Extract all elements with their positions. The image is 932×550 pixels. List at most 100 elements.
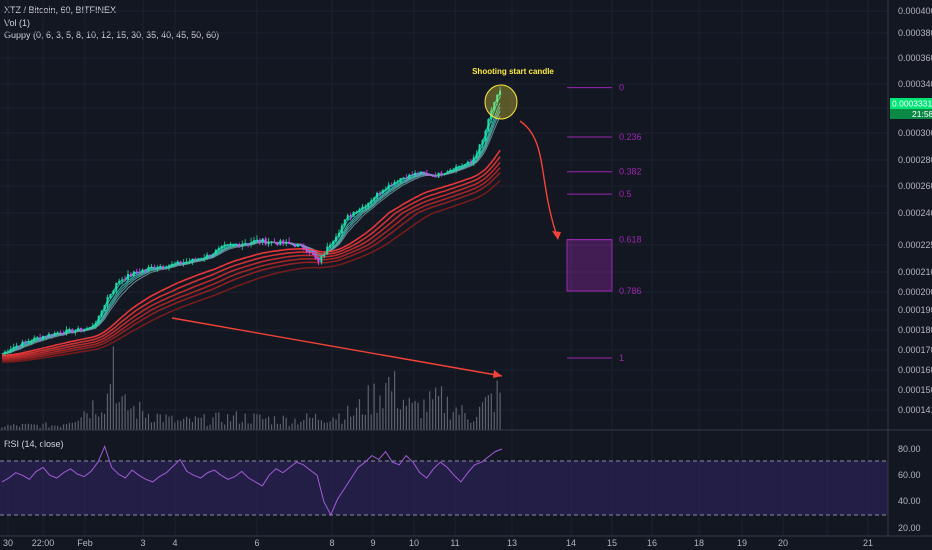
time-tick-label: 13	[507, 538, 517, 548]
candle-body	[370, 200, 373, 203]
candle-body	[367, 202, 370, 207]
highlight-circle	[484, 84, 518, 120]
volume-bar	[130, 408, 132, 430]
candle-body	[428, 173, 431, 176]
volume-bar	[291, 423, 293, 430]
candle-body	[466, 161, 469, 165]
rsi-legend[interactable]: RSI (14, close)	[4, 439, 64, 449]
volume-bar	[115, 403, 117, 430]
candle-body	[3, 351, 6, 355]
volume-bar	[300, 421, 302, 430]
volume-bar	[476, 416, 478, 430]
volume-bar	[350, 416, 352, 430]
candle-body	[499, 90, 502, 95]
volume-bar	[33, 424, 35, 430]
candle-body	[402, 177, 405, 179]
volume-bar	[221, 421, 223, 430]
time-tick-label: 16	[647, 538, 657, 548]
volume-bar	[121, 396, 123, 430]
candle-body	[91, 325, 94, 328]
volume-bar	[177, 420, 179, 430]
candle-body	[496, 94, 499, 103]
candle-body	[62, 333, 65, 335]
volume-bar	[344, 419, 346, 430]
candle-body	[132, 271, 135, 276]
time-tick-label: 9	[370, 538, 375, 548]
volume-bar	[191, 421, 194, 430]
symbol-legend[interactable]: XTZ / Bitcoin, 60, BITFINEX	[4, 5, 117, 15]
candle-body	[203, 257, 206, 259]
volume-bar	[60, 427, 62, 430]
volume-bar	[39, 427, 41, 430]
candle-body	[455, 166, 458, 170]
volume-bar	[36, 424, 38, 430]
candle-body	[85, 328, 88, 330]
volume-bar	[335, 419, 337, 430]
candle-body	[165, 267, 168, 269]
fib-level-label: 0	[619, 83, 624, 93]
candle-body	[431, 175, 434, 177]
candle-body	[408, 174, 411, 179]
candle-body	[197, 258, 200, 260]
candle-body	[247, 243, 250, 245]
grid-lines	[0, 0, 888, 536]
candle-body	[206, 254, 209, 258]
rsi-axis: 80.00 60.00 40.00 20.00	[898, 444, 921, 533]
volume-bar	[452, 411, 454, 430]
trend-arrow-head	[493, 370, 502, 378]
volume-bar	[306, 413, 308, 430]
candle-body	[124, 279, 127, 281]
candle-body	[314, 253, 317, 258]
candle-body	[282, 240, 285, 244]
volume-bar	[42, 423, 44, 430]
candle-body	[296, 244, 299, 247]
candle-body	[463, 164, 466, 166]
candle-body	[376, 192, 379, 198]
candle-body	[302, 245, 305, 250]
candle-body	[396, 181, 399, 183]
countdown-box	[890, 109, 932, 119]
candle-body	[393, 182, 396, 186]
time-tick-label: 6	[254, 538, 259, 548]
candle-body	[141, 269, 144, 273]
fibonacci-retracement: 0 0.236 0.382 0.5 0.618 0.786 1	[566, 83, 642, 363]
candle-body	[42, 336, 45, 339]
candle-body	[414, 172, 417, 175]
candle-body	[235, 243, 238, 245]
candle-body	[12, 347, 15, 350]
guppy-ema	[1, 156, 501, 358]
volume-bar	[103, 413, 106, 430]
candle-body	[97, 315, 100, 323]
price-tick-label: 0.00016000	[898, 365, 932, 375]
volume-bar	[1, 427, 3, 430]
time-tick-label: 30	[3, 538, 13, 548]
volume-bar	[206, 425, 208, 430]
candle-body	[305, 249, 308, 252]
guppy-ema	[1, 167, 501, 361]
volume-bar	[265, 418, 267, 430]
fib-level-label: 0.786	[619, 286, 642, 296]
candle-body	[109, 294, 112, 298]
candle-body	[15, 345, 18, 348]
volume-bar	[259, 414, 261, 430]
candle-body	[135, 271, 138, 273]
guppy-legend[interactable]: Guppy (0, 6, 3, 5, 8, 10, 12, 15, 30, 35…	[4, 30, 220, 40]
volume-bar	[309, 417, 311, 430]
rsi-tick-label: 60.00	[898, 470, 921, 480]
volume-bar	[168, 416, 170, 430]
candle-body	[449, 169, 452, 172]
candle-body	[261, 238, 264, 243]
fib-level-label: 1	[619, 353, 624, 363]
volume-bar	[446, 396, 448, 430]
candle-body	[232, 244, 235, 246]
volume-bar	[247, 423, 249, 430]
volume-bar	[256, 414, 258, 430]
volume-legend[interactable]: Vol (1)	[4, 18, 31, 28]
candle-body	[279, 240, 282, 246]
volume-bars	[1, 346, 501, 430]
candle-body	[100, 310, 103, 316]
volume-bar	[396, 408, 399, 430]
candle-body	[469, 161, 472, 163]
volume-bar	[391, 391, 393, 430]
